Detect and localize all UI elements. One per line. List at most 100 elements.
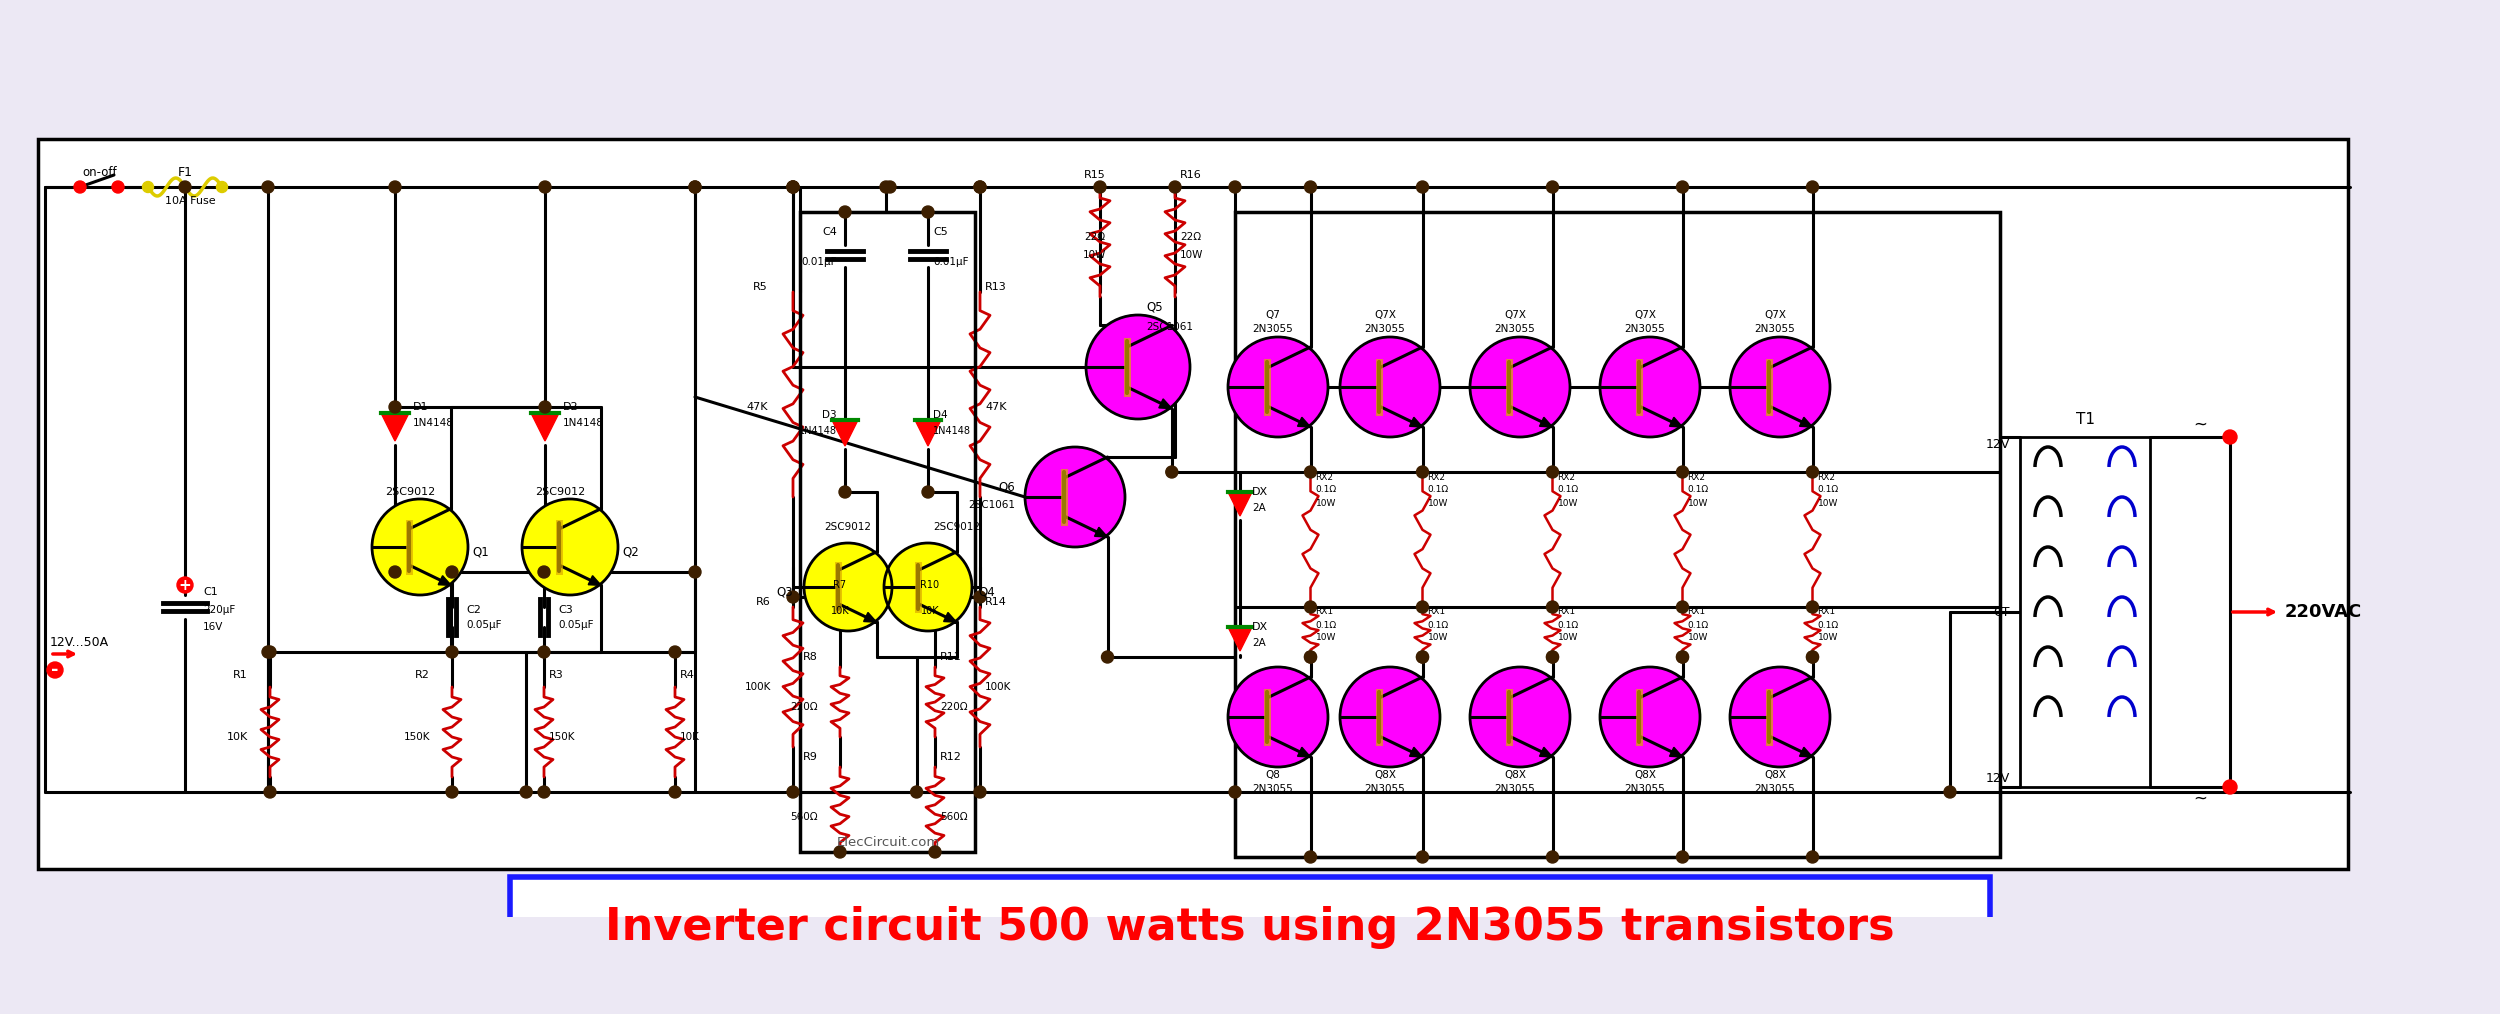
Circle shape — [1417, 182, 1427, 193]
Text: 0.05μF: 0.05μF — [465, 620, 503, 630]
Circle shape — [1165, 466, 1177, 478]
Text: on-off: on-off — [82, 166, 118, 179]
Text: 220VAC: 220VAC — [2285, 603, 2362, 621]
Text: 1N4148: 1N4148 — [800, 426, 838, 436]
Text: 16V: 16V — [202, 622, 222, 632]
Text: 1N4148: 1N4148 — [562, 418, 605, 428]
Text: 2A: 2A — [1252, 638, 1265, 648]
Text: 12V...50A: 12V...50A — [50, 636, 110, 649]
Text: Q8X: Q8X — [1635, 770, 1655, 780]
Circle shape — [265, 646, 275, 658]
Text: R11: R11 — [940, 652, 962, 662]
Text: 22Ω: 22Ω — [1085, 232, 1105, 242]
Text: C4: C4 — [822, 227, 838, 237]
Circle shape — [1548, 601, 1558, 613]
Text: D4: D4 — [932, 410, 948, 420]
Circle shape — [1548, 651, 1558, 663]
Circle shape — [840, 206, 850, 218]
Text: Q8X: Q8X — [1505, 770, 1525, 780]
Text: 560Ω: 560Ω — [790, 812, 818, 822]
Circle shape — [2222, 430, 2238, 444]
Ellipse shape — [1730, 667, 1830, 767]
Polygon shape — [1540, 747, 1552, 757]
Circle shape — [1230, 786, 1240, 798]
Text: 10W: 10W — [1688, 499, 1708, 507]
Text: 10W: 10W — [1315, 499, 1335, 507]
Text: 2N3055: 2N3055 — [1755, 324, 1795, 334]
Text: 1N4148: 1N4148 — [412, 418, 455, 428]
Text: ~: ~ — [2192, 790, 2208, 808]
Circle shape — [1678, 851, 1688, 863]
Ellipse shape — [1340, 667, 1440, 767]
Text: 150K: 150K — [402, 732, 430, 742]
Circle shape — [1678, 651, 1688, 663]
Circle shape — [690, 182, 700, 193]
Circle shape — [1305, 851, 1318, 863]
Text: 0.1Ω: 0.1Ω — [1558, 486, 1578, 495]
Circle shape — [1808, 466, 1818, 478]
Text: RX2: RX2 — [1558, 473, 1575, 482]
Text: C1: C1 — [202, 587, 217, 597]
Circle shape — [390, 182, 400, 193]
Circle shape — [1417, 651, 1427, 663]
Circle shape — [1945, 786, 1955, 798]
Circle shape — [1548, 651, 1558, 663]
Text: 2SC1061: 2SC1061 — [1145, 322, 1192, 332]
Text: 150K: 150K — [550, 732, 575, 742]
Text: 100K: 100K — [745, 682, 770, 692]
Text: 2N3055: 2N3055 — [1252, 784, 1292, 794]
Text: 0.1Ω: 0.1Ω — [1818, 486, 1838, 495]
Circle shape — [1230, 182, 1240, 193]
Circle shape — [262, 182, 275, 193]
Text: 2N3055: 2N3055 — [1495, 784, 1535, 794]
Ellipse shape — [1085, 315, 1190, 419]
Text: 2N3055: 2N3055 — [1365, 324, 1405, 334]
Text: 10W: 10W — [1818, 634, 1838, 643]
Text: 10K: 10K — [830, 606, 850, 615]
Text: Q4: Q4 — [978, 585, 995, 598]
Circle shape — [1170, 182, 1180, 193]
Text: 10W: 10W — [1180, 250, 1202, 260]
Circle shape — [445, 646, 458, 658]
Text: 2A: 2A — [1252, 503, 1265, 513]
Text: RX2: RX2 — [1688, 473, 1705, 482]
Text: 100K: 100K — [985, 682, 1012, 692]
Circle shape — [880, 182, 892, 193]
Circle shape — [1417, 651, 1427, 663]
Text: R4: R4 — [680, 670, 695, 680]
Polygon shape — [1228, 627, 1252, 651]
Text: RX1: RX1 — [1818, 607, 1835, 617]
FancyBboxPatch shape — [510, 877, 1990, 972]
Polygon shape — [1410, 747, 1422, 757]
Text: C3: C3 — [558, 605, 572, 615]
Circle shape — [788, 786, 800, 798]
Ellipse shape — [805, 544, 892, 631]
Text: 0.1Ω: 0.1Ω — [1688, 621, 1708, 630]
Circle shape — [1808, 651, 1818, 663]
Text: R8: R8 — [802, 652, 818, 662]
Text: Q7X: Q7X — [1635, 310, 1655, 320]
Circle shape — [930, 846, 940, 858]
Polygon shape — [530, 413, 560, 441]
Text: RX2: RX2 — [1315, 473, 1332, 482]
Circle shape — [142, 182, 152, 193]
Polygon shape — [1095, 527, 1108, 537]
Text: 10K: 10K — [680, 732, 700, 742]
Ellipse shape — [1025, 447, 1125, 547]
Polygon shape — [1160, 399, 1172, 409]
Text: 2SC9012: 2SC9012 — [535, 487, 585, 497]
Polygon shape — [1298, 747, 1310, 757]
Text: R1: R1 — [232, 670, 248, 680]
Ellipse shape — [1340, 337, 1440, 437]
Text: 10W: 10W — [1558, 634, 1578, 643]
Circle shape — [538, 646, 550, 658]
Circle shape — [538, 786, 550, 798]
Polygon shape — [588, 576, 600, 585]
FancyBboxPatch shape — [2020, 437, 2150, 787]
Ellipse shape — [1470, 667, 1570, 767]
Text: 10K: 10K — [228, 732, 248, 742]
Text: CT: CT — [1992, 605, 2010, 619]
Circle shape — [788, 182, 800, 193]
Polygon shape — [862, 612, 877, 623]
Polygon shape — [1540, 418, 1552, 427]
